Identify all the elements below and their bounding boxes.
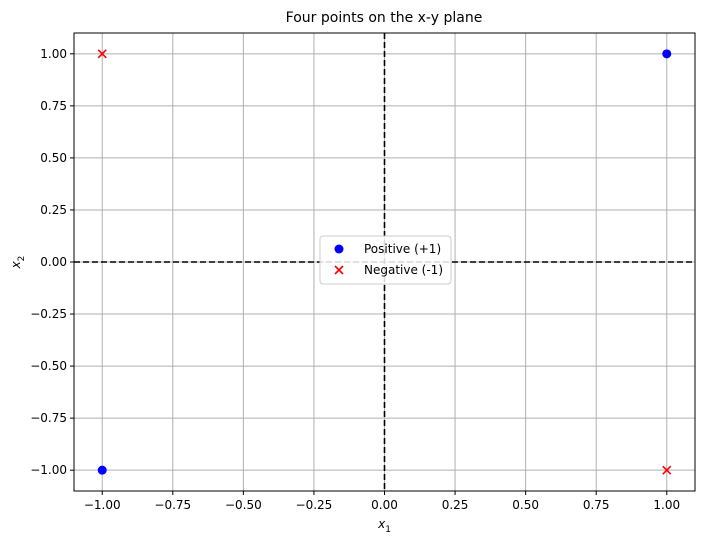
legend-marker-negative-stroke-b: [334, 265, 344, 275]
x-tick-label: 0.00: [371, 498, 398, 512]
y-tick-label: −0.75: [30, 411, 67, 425]
y-tick-label: −0.50: [30, 359, 67, 373]
y-axis-label-main: x: [9, 260, 23, 269]
x-tick-label: 0.25: [442, 498, 469, 512]
point-negative-stroke-b: [97, 49, 107, 59]
point-negative-stroke-b: [662, 465, 672, 475]
y-tick-label: 0.25: [40, 203, 67, 217]
point-positive: [97, 465, 107, 475]
y-tick-label: 1.00: [40, 47, 67, 61]
point-negative: [662, 465, 672, 475]
point-positive: [662, 49, 672, 59]
legend-marker-negative: [334, 265, 344, 275]
x-tick-label: 0.75: [583, 498, 610, 512]
x-tick-label: 0.50: [512, 498, 539, 512]
axis-ticks: −1.00 −0.75 −0.50 −0.25 0.00 0.25 0.50 0.75 1.00…: [30, 47, 680, 512]
x-axis-label-main: x: [377, 517, 386, 531]
y-tick-label: −1.00: [30, 463, 67, 477]
y-tick-label: 0.75: [40, 99, 67, 113]
legend-label-positive: Positive (+1): [364, 242, 441, 256]
y-tick-label: 0.00: [40, 255, 67, 269]
x-axis-label-subscript: 1: [385, 525, 391, 535]
x-tick-label: −0.25: [296, 498, 333, 512]
legend-marker-positive: [334, 244, 344, 254]
chart-title: Four points on the x-y plane: [286, 10, 483, 26]
y-axis-label: x2: [9, 256, 27, 270]
point-negative: [97, 49, 107, 59]
legend: Positive (+1) Negative (-1): [319, 235, 452, 285]
y-tick-label: −0.25: [30, 307, 67, 321]
y-axis-label-subscript: 2: [17, 256, 27, 262]
x-tick-label: −0.75: [154, 498, 191, 512]
x-axis-label: x1: [377, 517, 391, 535]
x-tick-label: −0.50: [225, 498, 262, 512]
y-tick-label: 0.50: [40, 151, 67, 165]
legend-box: [319, 235, 452, 285]
x-tick-label: −1.00: [84, 498, 121, 512]
legend-label-negative: Negative (-1): [364, 263, 443, 277]
x-tick-label: 1.00: [653, 498, 680, 512]
data-points: [97, 49, 672, 475]
